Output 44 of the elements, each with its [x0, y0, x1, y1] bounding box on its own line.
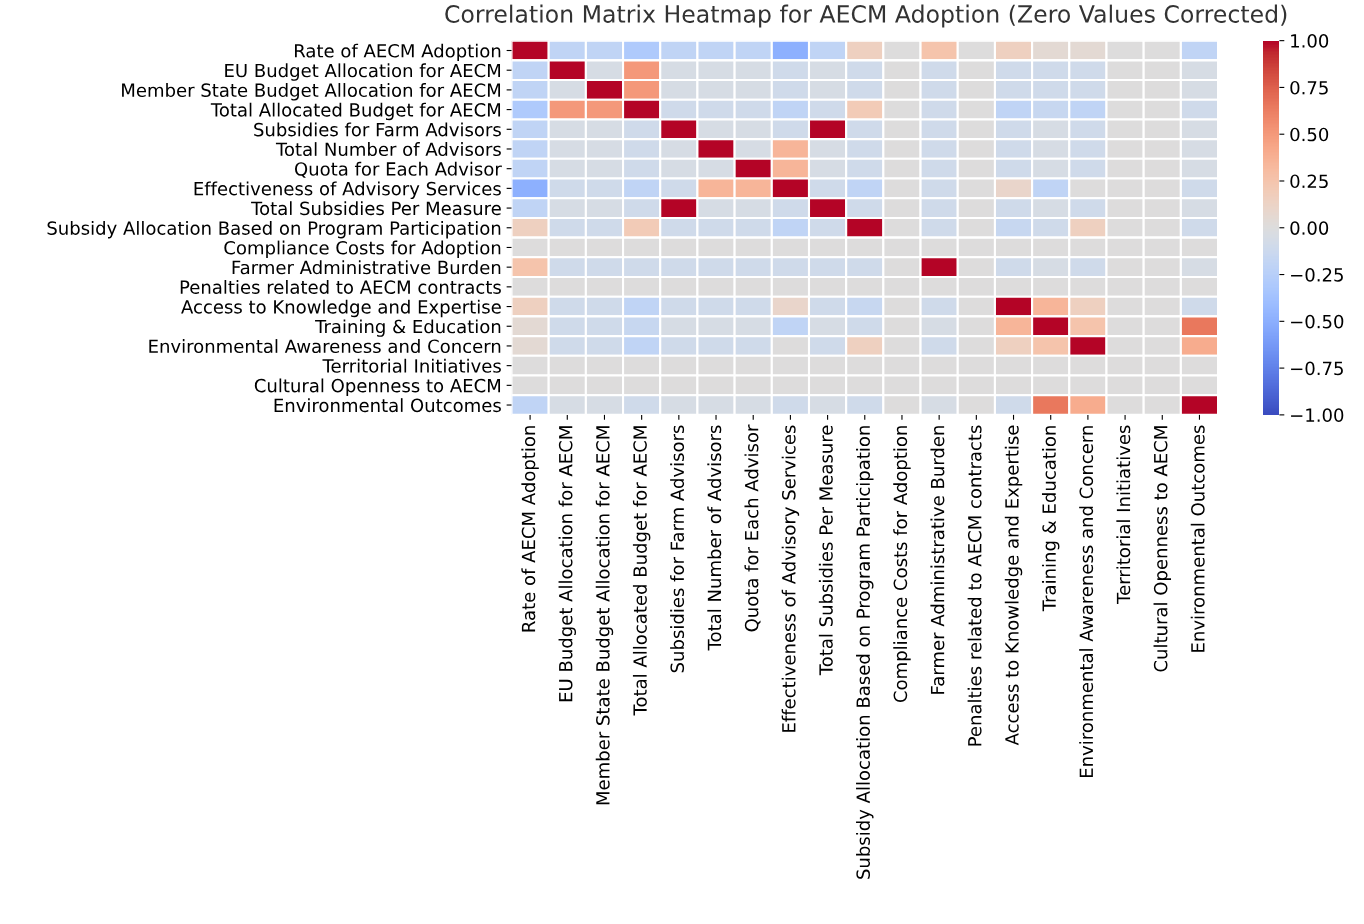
y-tick-label: Environmental Awareness and Concern: [149, 339, 501, 354]
x-tick-label: Total Number of Advisors: [707, 425, 722, 651]
chart-title: Correlation Matrix Heatmap for AECM Adoption (Zero Values Corrected): [445, 4, 1287, 28]
y-tick-label: Effectiveness of Advisory Services: [194, 181, 501, 199]
x-tick-label: Territorial Initiatives: [1116, 425, 1131, 604]
y-tick-label: Total Subsidies Per Measure: [251, 201, 501, 216]
x-tick-label: Training & Education: [1041, 426, 1060, 612]
x-tick-label: Subsidy Allocation Based on Program Participation: [856, 426, 874, 879]
y-tick-label: Farmer Administrative Burden: [232, 260, 501, 275]
color-bar-label: 0.00: [1290, 221, 1329, 235]
color-bar-label: −1.00: [1291, 408, 1344, 422]
color-bar-label: −0.75: [1291, 361, 1343, 376]
x-tick-label: Farmer Administrative Burden: [930, 426, 945, 694]
x-tick-label: Subsidies for Farm Advisors: [670, 425, 685, 673]
color-bar-label: −0.25: [1291, 268, 1343, 282]
x-tick-label: Effectiveness of Advisory Services: [781, 425, 800, 732]
y-tick-label: Subsidies for Farm Advisors: [254, 122, 501, 137]
y-tick-label: Rate of AECM Adoption: [295, 43, 501, 62]
y-tick-label: Total Number of Advisors: [275, 142, 501, 157]
color-bar-label: 1.00: [1291, 34, 1329, 48]
color-bar-label: −0.50: [1291, 314, 1344, 329]
y-tick-label: Quota for Each Advisor: [294, 161, 502, 178]
x-tick-label: Quota for Each Advisor: [744, 424, 761, 632]
y-tick-label: Training & Education: [315, 319, 501, 337]
y-tick-label: Member State Budget Allocation for AECM: [122, 83, 501, 101]
x-tick-label: Environmental Awareness and Concern: [1079, 426, 1094, 778]
y-tick-label: Territorial Initiatives: [322, 358, 501, 373]
x-tick-label: Cultural Openness to AECM: [1153, 426, 1172, 672]
color-bar-label: 0.75: [1290, 80, 1328, 95]
x-tick-label: Total Subsidies Per Measure: [818, 425, 833, 676]
y-tick-label: Access to Knowledge and Expertise: [181, 299, 501, 318]
x-tick-label: Compliance Costs for Adoption: [893, 426, 911, 703]
x-tick-label: Access to Knowledge and Expertise: [1004, 425, 1023, 746]
x-tick-label: Environmental Outcomes: [1190, 425, 1205, 652]
y-tick-label: Penalties related to AECM contracts: [180, 279, 501, 294]
x-tick-label: Penalties related to AECM contracts: [967, 425, 982, 746]
color-bar-label: 0.25: [1290, 174, 1328, 189]
y-tick-label: Subsidy Allocation Based on Program Participation: [47, 220, 501, 239]
color-bar-label: 0.50: [1290, 127, 1329, 142]
y-tick-label: EU Budget Allocation for AECM: [225, 63, 501, 81]
y-tick-label: Total Allocated Budget for AECM: [210, 102, 501, 121]
y-tick-label: Cultural Openness to AECM: [254, 378, 501, 396]
y-tick-label: Environmental Outcomes: [274, 398, 501, 413]
y-tick-label: Compliance Costs for Adoption: [224, 240, 501, 259]
